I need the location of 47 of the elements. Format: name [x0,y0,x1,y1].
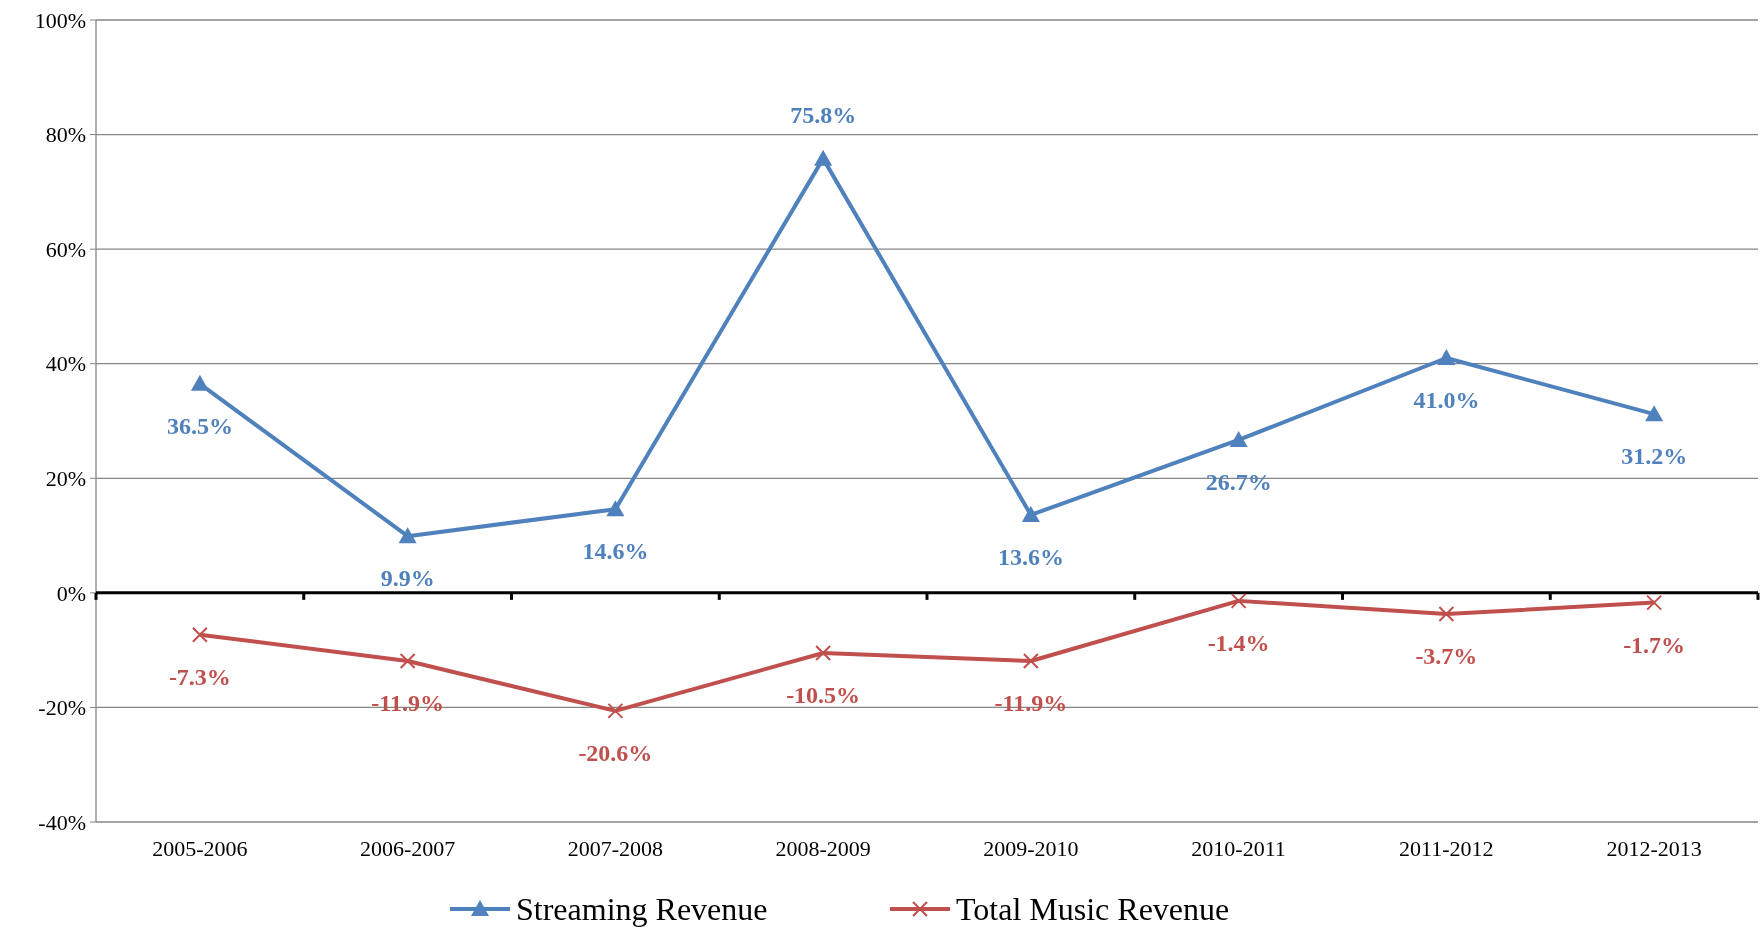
x-tick-label: 2009-2010 [983,836,1079,861]
x-tick-label: 2011-2012 [1399,836,1494,861]
point [191,626,208,643]
x-tick-label: 2010-2011 [1191,836,1286,861]
legend-label: Streaming Revenue [516,891,768,927]
y-tick-label: 60% [45,236,86,262]
point [1022,653,1039,670]
x-tick-label: 2005-2006 [152,836,248,861]
x-tick-label: 2012-2013 [1606,836,1702,861]
point [1021,505,1040,522]
point [1438,606,1455,623]
legend-label: Total Music Revenue [956,891,1230,927]
point [399,653,416,670]
data-label: 9.9% [380,565,435,592]
data-label: -1.7% [1623,631,1686,658]
point [606,500,625,517]
data-label: 31.2% [1621,443,1688,470]
x-tick-label: 2007-2008 [567,836,664,861]
data-label: 75.8% [790,101,857,128]
y-tick-label: 40% [45,351,86,377]
data-label: 41.0% [1413,386,1480,413]
x-tick-label: 2006-2007 [359,836,456,861]
y-tick-label: 20% [45,465,86,491]
data-label: -20.6% [578,739,653,766]
data-label: 14.6% [582,538,649,565]
point [190,374,209,391]
data-label: 36.5% [166,412,233,439]
y-tick-label: -20% [38,695,86,721]
y-tick-label: 0% [56,580,86,606]
y-tick-label: 100% [34,7,86,33]
point [398,527,417,544]
data-label: -1.4% [1207,629,1270,656]
data-label: -10.5% [786,682,861,709]
data-label: 13.6% [997,543,1064,570]
point [1437,348,1456,365]
point [814,149,833,166]
point [1229,430,1248,447]
point [1645,405,1664,422]
data-label: -3.7% [1415,643,1478,670]
point [607,702,624,719]
point [815,645,832,662]
y-tick-label: -40% [38,809,86,835]
x-tick-label: 2008-2009 [775,836,871,861]
point [1230,592,1247,609]
data-label: -7.3% [168,663,231,690]
point [1646,594,1663,611]
y-tick-label: 80% [45,122,86,148]
